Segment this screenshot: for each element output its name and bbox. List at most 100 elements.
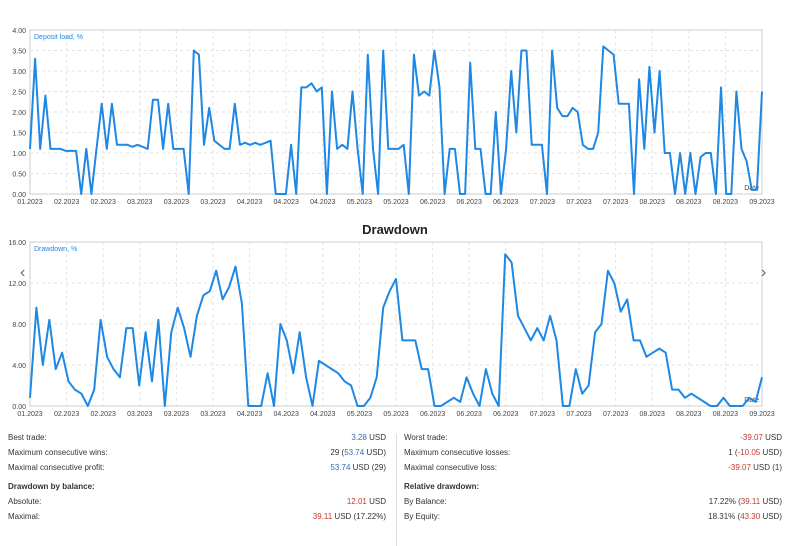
stat-value: 18.31% (43.30 USD) (708, 512, 782, 521)
deposit-load-y-tick: 3.50 (12, 49, 26, 56)
stat-row: By Balance: 17.22% (39.11 USD) (404, 494, 782, 509)
drawdown-x-tick: 03.2023 (164, 411, 189, 418)
stat-row: Worst trade: -39.07 USD (404, 430, 782, 445)
deposit-load-x-tick: 04.2023 (274, 199, 299, 206)
drawdown-x-tick: 02.2023 (91, 411, 116, 418)
drawdown-x-tick: 08.2023 (640, 411, 665, 418)
chevron-right-icon[interactable]: › (761, 264, 767, 281)
drawdown-series-line (29, 253, 763, 407)
stat-value: 39.11 USD (17.22%) (312, 512, 386, 521)
drawdown-x-tick: 05.2023 (383, 411, 408, 418)
stat-row: Maximal consecutive profit: 53.74 USD (29… (8, 460, 386, 475)
stat-label: Worst trade: (404, 433, 448, 442)
stat-value: 12.01 USD (346, 497, 386, 506)
deposit-load-x-tick: 01.2023 (17, 199, 42, 206)
deposit-load-x-tick: 02.2023 (91, 199, 116, 206)
drawdown-x-tick: 06.2023 (420, 411, 445, 418)
stat-row: Maximal: 39.11 USD (17.22%) (8, 509, 386, 524)
deposit-load-y-tick: 1.00 (12, 151, 26, 158)
deposit-load-y-tick: 2.00 (12, 110, 26, 117)
stat-label: Absolute: (8, 497, 42, 506)
drawdown-y-tick: 8.00 (12, 322, 26, 329)
drawdown-y-tick: 12.00 (8, 281, 26, 288)
deposit-load-x-tick: 06.2023 (493, 199, 518, 206)
stat-row: Maximal consecutive loss: -39.07 USD (1) (404, 460, 782, 475)
stat-value: 17.22% (39.11 USD) (708, 497, 782, 506)
stat-row: Maximum consecutive wins: 29 (53.74 USD) (8, 445, 386, 460)
deposit-load-x-tick: 03.2023 (164, 199, 189, 206)
stat-label: Maximal consecutive loss: (404, 463, 497, 472)
stat-value: 1 (-10.05 USD) (728, 448, 782, 457)
stat-label: Maximal consecutive profit: (8, 463, 105, 472)
stat-row: By Equity: 18.31% (43.30 USD) (404, 509, 782, 524)
drawdown-x-tick: 02.2023 (54, 411, 79, 418)
drawdown-x-tick: 07.2023 (603, 411, 628, 418)
stat-label: Maximum consecutive wins: (8, 448, 108, 457)
drawdown-x-tick: 07.2023 (566, 411, 591, 418)
stat-label: Maximum consecutive losses: (404, 448, 511, 457)
drawdown-x-tick: 01.2023 (17, 411, 42, 418)
drawdown-legend-title: Drawdown, % (34, 246, 77, 253)
deposit-load-x-tick: 07.2023 (603, 199, 628, 206)
deposit-load-x-tick: 05.2023 (347, 199, 372, 206)
deposit-load-x-tick: 04.2023 (310, 199, 335, 206)
drawdown-chart: 0.00 4.00 8.00 12.00 16.00 01.2023 02.2023 02.2… (0, 236, 790, 426)
stat-row: Absolute: 12.01 USD (8, 494, 386, 509)
deposit-load-y-tick: 0.50 (12, 172, 26, 179)
deposit-load-x-tick: 07.2023 (530, 199, 555, 206)
chevron-left-icon[interactable]: ‹ (20, 264, 26, 281)
stat-row: Best trade: 3.28 USD (8, 430, 386, 445)
stat-section-heading: Relative drawdown: (404, 482, 480, 491)
deposit-load-x-tick: 03.2023 (200, 199, 225, 206)
stat-value: -39.07 USD (1) (728, 463, 782, 472)
stat-section-heading: Drawdown by balance: (8, 482, 95, 491)
drawdown-y-tick: 4.00 (12, 363, 26, 370)
drawdown-x-tick: 07.2023 (530, 411, 555, 418)
stat-value: 3.28 USD (351, 433, 386, 442)
deposit-load-x-tick: 02.2023 (54, 199, 79, 206)
stat-value: -39.07 USD (740, 433, 782, 442)
stat-row: Relative drawdown: (404, 479, 782, 494)
stat-row: Maximum consecutive losses: 1 (-10.05 USD… (404, 445, 782, 460)
stat-value: 29 (53.74 USD) (330, 448, 386, 457)
deposit-load-y-tick: 3.00 (12, 69, 26, 76)
stat-label: By Balance: (404, 497, 447, 506)
drawdown-x-tick: 06.2023 (493, 411, 518, 418)
drawdown-x-tick: 04.2023 (310, 411, 335, 418)
stat-label: Maximal: (8, 512, 41, 521)
drawdown-y-tick: 0.00 (12, 404, 26, 411)
deposit-load-y-tick: 4.00 (12, 28, 26, 35)
drawdown-x-tick: 05.2023 (347, 411, 372, 418)
deposit-load-series-line (29, 45, 763, 195)
deposit-load-x-tick: 07.2023 (566, 199, 591, 206)
deposit-load-x-tick: 03.2023 (127, 199, 152, 206)
deposit-load-x-tick: 08.2023 (713, 199, 738, 206)
drawdown-x-tick: 08.2023 (713, 411, 738, 418)
deposit-load-x-tick: 06.2023 (457, 199, 482, 206)
drawdown-x-tick: 04.2023 (274, 411, 299, 418)
drawdown-x-tick: 04.2023 (237, 411, 262, 418)
drawdown-x-tick: 08.2023 (676, 411, 701, 418)
deposit-load-x-tick: 04.2023 (237, 199, 262, 206)
deposit-load-y-tick: 2.50 (12, 90, 26, 97)
deposit-load-x-tick: 08.2023 (676, 199, 701, 206)
drawdown-x-tick: 03.2023 (200, 411, 225, 418)
drawdown-x-tick: 03.2023 (127, 411, 152, 418)
deposit-load-x-tick: 05.2023 (383, 199, 408, 206)
drawdown-title: Drawdown (362, 222, 428, 237)
deposit-load-y-tick: 1.50 (12, 131, 26, 138)
deposit-load-x-tick: 09.2023 (749, 199, 774, 206)
deposit-load-chart: 0.00 0.50 1.00 1.50 2.00 2.50 3.00 3.50 4.00 01.2… (0, 24, 790, 214)
deposit-load-x-tick: 08.2023 (640, 199, 665, 206)
drawdown-y-tick: 16.00 (8, 240, 26, 247)
stat-label: By Equity: (404, 512, 441, 521)
stat-row: Drawdown by balance: (8, 479, 386, 494)
deposit-load-legend-title: Deposit load, % (34, 34, 83, 41)
stat-label: Best trade: (8, 433, 47, 442)
drawdown-x-tick: 09.2023 (749, 411, 774, 418)
stats-divider (396, 434, 397, 546)
stat-value: 53.74 USD (29) (330, 463, 386, 472)
drawdown-x-tick: 06.2023 (457, 411, 482, 418)
deposit-load-y-tick: 0.00 (12, 192, 26, 199)
deposit-load-x-tick: 06.2023 (420, 199, 445, 206)
